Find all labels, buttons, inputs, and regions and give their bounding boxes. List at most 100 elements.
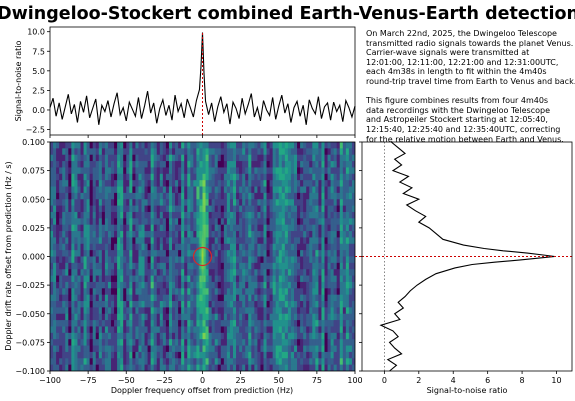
- heatmap-cell: [281, 358, 286, 365]
- heatmap-cell: [74, 313, 78, 321]
- heatmap-cell: [233, 358, 237, 365]
- heatmap-cell: [175, 224, 179, 232]
- heatmap-cell: [71, 231, 75, 238]
- heatmap-cell: [138, 269, 142, 276]
- heatmap-cell: [318, 332, 322, 340]
- heatmap-cell: [333, 154, 337, 162]
- heatmap-cell: [321, 307, 325, 315]
- heatmap-cell: [287, 320, 292, 327]
- heatmap-cell: [98, 294, 103, 302]
- heatmap-cell: [162, 358, 167, 365]
- heatmap-cell: [74, 332, 78, 340]
- heatmap-cell: [74, 364, 78, 371]
- heatmap-cell: [65, 231, 69, 238]
- heatmap-cell: [226, 192, 231, 200]
- heatmap-cell: [257, 320, 261, 327]
- heatmap-cell: [74, 288, 78, 295]
- heatmap-cell: [159, 275, 164, 283]
- heatmap-cell: [220, 326, 225, 334]
- heatmap-cell: [147, 167, 151, 175]
- heatmap-cell: [59, 211, 63, 219]
- heatmap-cell: [71, 364, 75, 371]
- heatmap-cell: [190, 161, 194, 168]
- top-y-tick-label: 10.0: [27, 28, 45, 37]
- heatmap-cell: [50, 262, 54, 270]
- heatmap-cell: [217, 294, 222, 302]
- heatmap-cell: [208, 224, 212, 232]
- heatmap-cell: [80, 364, 84, 371]
- heatmap-cell: [281, 269, 286, 276]
- heatmap-cell: [86, 243, 90, 251]
- heatmap-cell: [162, 180, 167, 187]
- heatmap-cell: [107, 243, 112, 251]
- heatmap-cell: [129, 288, 133, 295]
- heatmap-cell: [175, 231, 179, 238]
- heatmap-cell: [220, 167, 225, 175]
- heatmap-cell: [129, 205, 133, 213]
- heatmap-cell: [211, 154, 215, 162]
- heatmap-cell: [165, 224, 170, 232]
- heatmap-cell: [348, 192, 353, 200]
- heatmap-cell: [229, 269, 234, 276]
- heatmap-cell: [263, 218, 267, 225]
- heatmap-cell: [229, 345, 234, 353]
- heatmap-cell: [111, 205, 115, 213]
- heatmap-cell: [306, 231, 310, 238]
- heatmap-cell: [251, 281, 255, 289]
- heatmap-cell: [220, 358, 225, 365]
- heatmap-cell: [104, 281, 109, 289]
- heatmap-cell: [68, 243, 72, 251]
- heatmap-cell: [80, 154, 84, 162]
- heatmap-cell: [254, 275, 258, 283]
- heatmap-cell: [324, 142, 328, 149]
- heatmap-cell: [220, 154, 225, 162]
- heatmap-cell: [330, 250, 334, 257]
- heatmap-cell: [74, 180, 78, 187]
- heatmap-cell: [74, 281, 78, 289]
- heatmap-cell: [132, 243, 136, 251]
- heatmap-cell: [333, 307, 337, 315]
- heatmap-cell: [217, 250, 222, 257]
- heatmap-cell: [345, 345, 350, 353]
- heatmap-cell: [211, 180, 215, 187]
- heatmap-cell: [269, 154, 273, 162]
- heatmap-cell: [80, 231, 84, 238]
- heatmap-cell: [77, 154, 81, 162]
- heatmap-cell: [138, 339, 142, 346]
- description-line: This figure combines results from four 4…: [366, 96, 549, 106]
- heatmap-cell: [120, 320, 124, 327]
- heatmap-cell: [178, 231, 182, 238]
- heatmap-cell: [269, 364, 273, 371]
- heatmap-cell: [129, 199, 133, 206]
- heatmap-cell: [132, 173, 136, 181]
- heatmap-cell: [68, 224, 72, 232]
- heatmap-cell: [315, 231, 319, 238]
- heatmap-cell: [172, 307, 176, 315]
- heatmap-cell: [190, 142, 194, 149]
- heatmap-cell: [297, 313, 301, 321]
- heatmap-cell: [92, 167, 97, 175]
- heatmap-cell: [208, 237, 212, 245]
- heatmap-cell: [172, 218, 176, 225]
- heatmap-cell: [233, 142, 237, 149]
- heatmap-cell: [336, 186, 341, 194]
- heatmap-cell: [208, 320, 212, 327]
- heatmap-cell: [254, 237, 258, 245]
- heatmap-cell: [260, 186, 264, 194]
- heatmap-cell: [312, 199, 316, 206]
- heatmap-cell: [181, 358, 185, 365]
- heatmap-cell: [348, 307, 353, 315]
- heatmap-cell: [290, 205, 295, 213]
- heatmap-cell: [129, 192, 133, 200]
- heatmap-cell: [239, 154, 243, 162]
- heatmap-cell: [74, 339, 78, 346]
- heatmap-cell: [156, 167, 161, 175]
- heatmap-cell: [345, 231, 350, 238]
- heatmap-cell: [184, 186, 188, 194]
- heatmap-cell: [50, 364, 54, 371]
- heatmap-cell: [129, 211, 133, 219]
- heatmap-cell: [220, 262, 225, 270]
- heatmap-cell: [153, 192, 158, 200]
- heatmap-cell: [290, 211, 295, 219]
- heatmap-cell: [144, 294, 148, 302]
